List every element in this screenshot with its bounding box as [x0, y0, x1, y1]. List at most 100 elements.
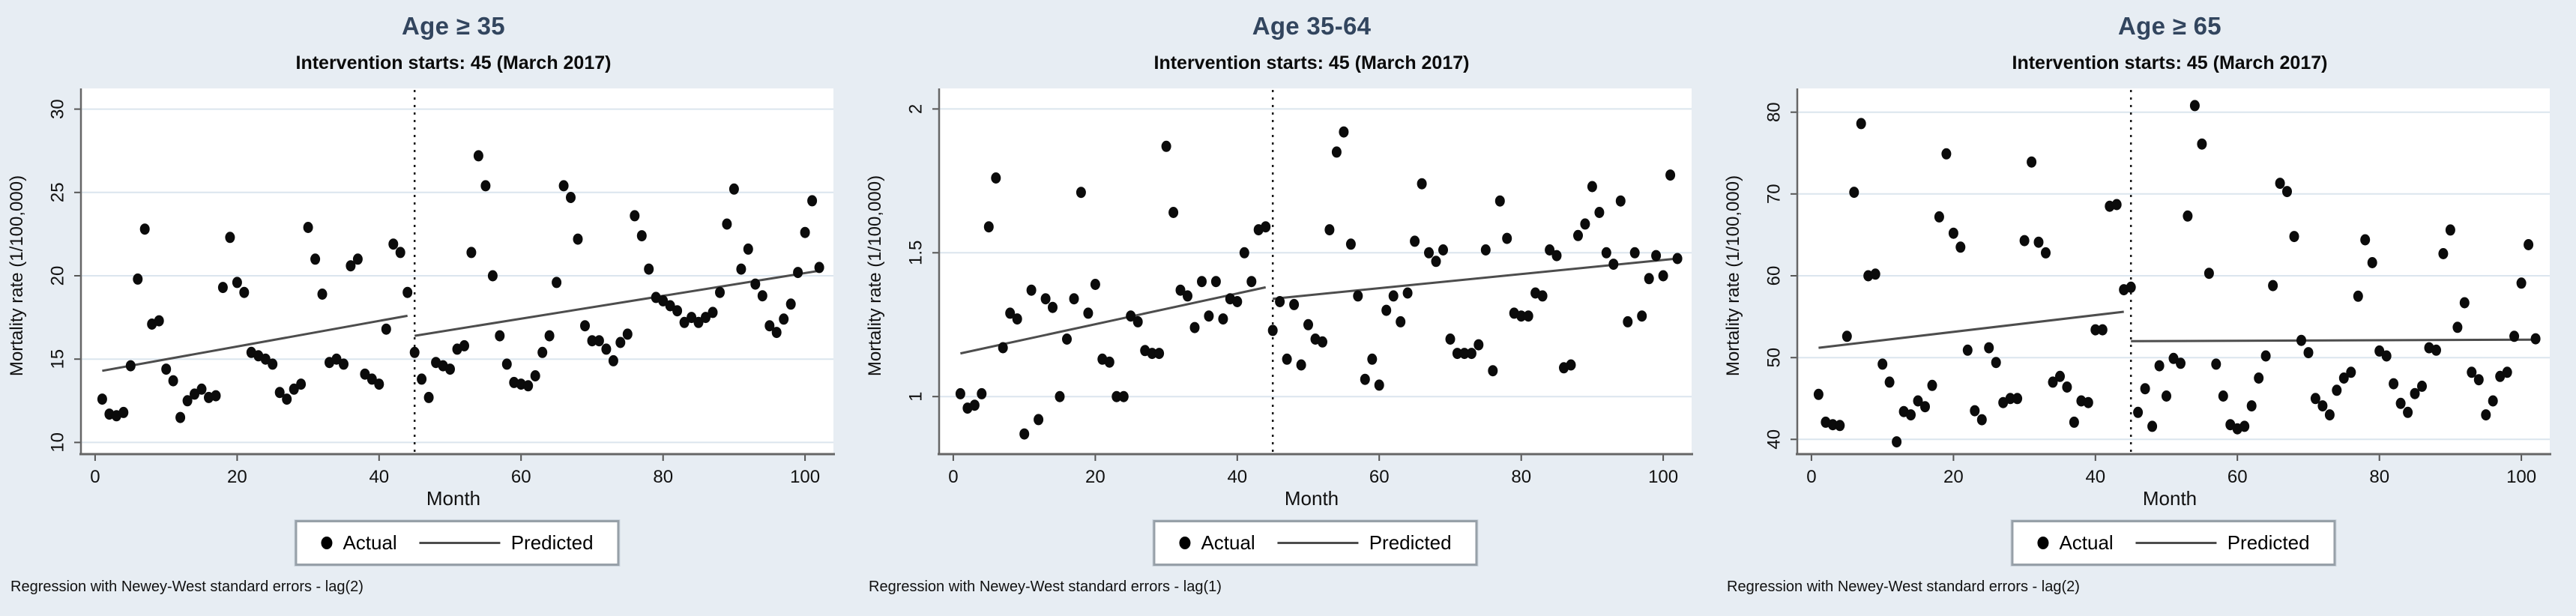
actual-point [558, 180, 569, 192]
x-tick-label: 80 [2369, 467, 2389, 487]
actual-point [537, 346, 548, 358]
actual-point [1672, 253, 1683, 265]
actual-point [1239, 247, 1249, 259]
legend-predicted-label: Predicted [2227, 531, 2310, 554]
actual-point [2467, 366, 2477, 378]
actual-point [402, 286, 413, 298]
actual-point [367, 373, 377, 385]
actual-point [1126, 310, 1136, 322]
actual-point [1324, 224, 1335, 236]
actual-point [2530, 333, 2541, 345]
actual-point [2431, 344, 2441, 356]
x-tick-label: 20 [1085, 467, 1105, 487]
actual-dot-icon [321, 537, 333, 549]
x-tick-label: 40 [369, 467, 389, 487]
actual-point [274, 387, 285, 399]
actual-point [955, 387, 965, 399]
actual-point [2268, 280, 2278, 292]
actual-point [608, 354, 618, 366]
actual-point [2140, 383, 2150, 395]
x-tick-label: 100 [790, 467, 820, 487]
regression-note: Regression with Newey-West standard erro… [10, 579, 364, 595]
actual-point [2033, 236, 2044, 248]
actual-point [1012, 313, 1022, 325]
actual-point [1516, 310, 1527, 322]
actual-point [2332, 384, 2342, 396]
actual-point [1920, 401, 1930, 413]
actual-point [2246, 400, 2257, 412]
actual-point [1154, 348, 1165, 360]
actual-point [2289, 231, 2299, 243]
legend-item-predicted: Predicted [419, 531, 594, 555]
actual-point [750, 278, 761, 290]
legend-item-predicted: Predicted [1277, 531, 1452, 555]
actual-point [1594, 207, 1605, 218]
actual-point [1601, 247, 1611, 259]
actual-point [296, 378, 307, 390]
x-tick-label: 100 [1648, 467, 1678, 487]
actual-point [2481, 409, 2491, 421]
actual-point [552, 277, 562, 289]
actual-point [530, 370, 540, 381]
actual-point [346, 260, 356, 272]
actual-point [2282, 186, 2292, 198]
actual-point [331, 353, 342, 365]
actual-point [708, 307, 718, 318]
actual-point [601, 343, 612, 355]
actual-point [800, 226, 810, 238]
actual-point [1615, 195, 1626, 207]
actual-point [473, 150, 483, 162]
actual-point [1204, 310, 1214, 322]
y-tick-label: 70 [1764, 184, 1784, 204]
y-tick-label: 40 [1764, 429, 1784, 450]
actual-point [693, 316, 704, 328]
actual-point [2168, 352, 2179, 364]
actual-point [729, 183, 739, 195]
x-tick-label: 20 [227, 467, 247, 487]
actual-point [154, 315, 164, 327]
actual-point [2083, 396, 2093, 408]
x-tick-label: 60 [2227, 467, 2248, 487]
actual-point [1962, 344, 1973, 356]
actual-point [2374, 345, 2385, 357]
plot-area [1797, 88, 2550, 454]
actual-point [2218, 390, 2228, 402]
y-tick-label: 80 [1764, 102, 1784, 122]
actual-point [2055, 370, 2065, 382]
actual-point [501, 358, 512, 370]
y-tick-label: 20 [47, 266, 67, 286]
actual-point [487, 270, 498, 282]
actual-point [2012, 393, 2023, 405]
actual-point [1197, 276, 1207, 288]
y-tick-label: 30 [47, 99, 67, 119]
actual-point [2367, 257, 2377, 268]
actual-point [2438, 248, 2449, 259]
actual-point [2353, 290, 2363, 302]
actual-point [636, 230, 647, 242]
actual-point [1111, 390, 1122, 402]
actual-point [360, 368, 370, 380]
panel-age-35-64: Age 35-64 Intervention starts: 45 (March… [858, 0, 1716, 616]
actual-point [2027, 156, 2037, 168]
actual-point [2189, 100, 2200, 112]
actual-point [1331, 146, 1342, 158]
actual-point [1849, 187, 1859, 199]
actual-point [1218, 313, 1228, 325]
actual-point [2502, 366, 2512, 378]
actual-point [1246, 276, 1257, 288]
actual-point [1913, 395, 1923, 407]
x-tick-label: 60 [511, 467, 531, 487]
actual-point [211, 390, 221, 402]
y-tick-label: 50 [1764, 348, 1784, 368]
predicted-line [960, 286, 1267, 355]
x-axis-label: Month [426, 487, 481, 510]
actual-point [793, 267, 803, 279]
actual-point [1488, 365, 1498, 377]
actual-point [1210, 276, 1221, 288]
actual-point [1289, 298, 1300, 310]
actual-point [998, 342, 1008, 354]
actual-point [566, 192, 576, 203]
actual-point [1161, 140, 1171, 152]
actual-point [2488, 395, 2498, 407]
actual-point [736, 263, 746, 275]
